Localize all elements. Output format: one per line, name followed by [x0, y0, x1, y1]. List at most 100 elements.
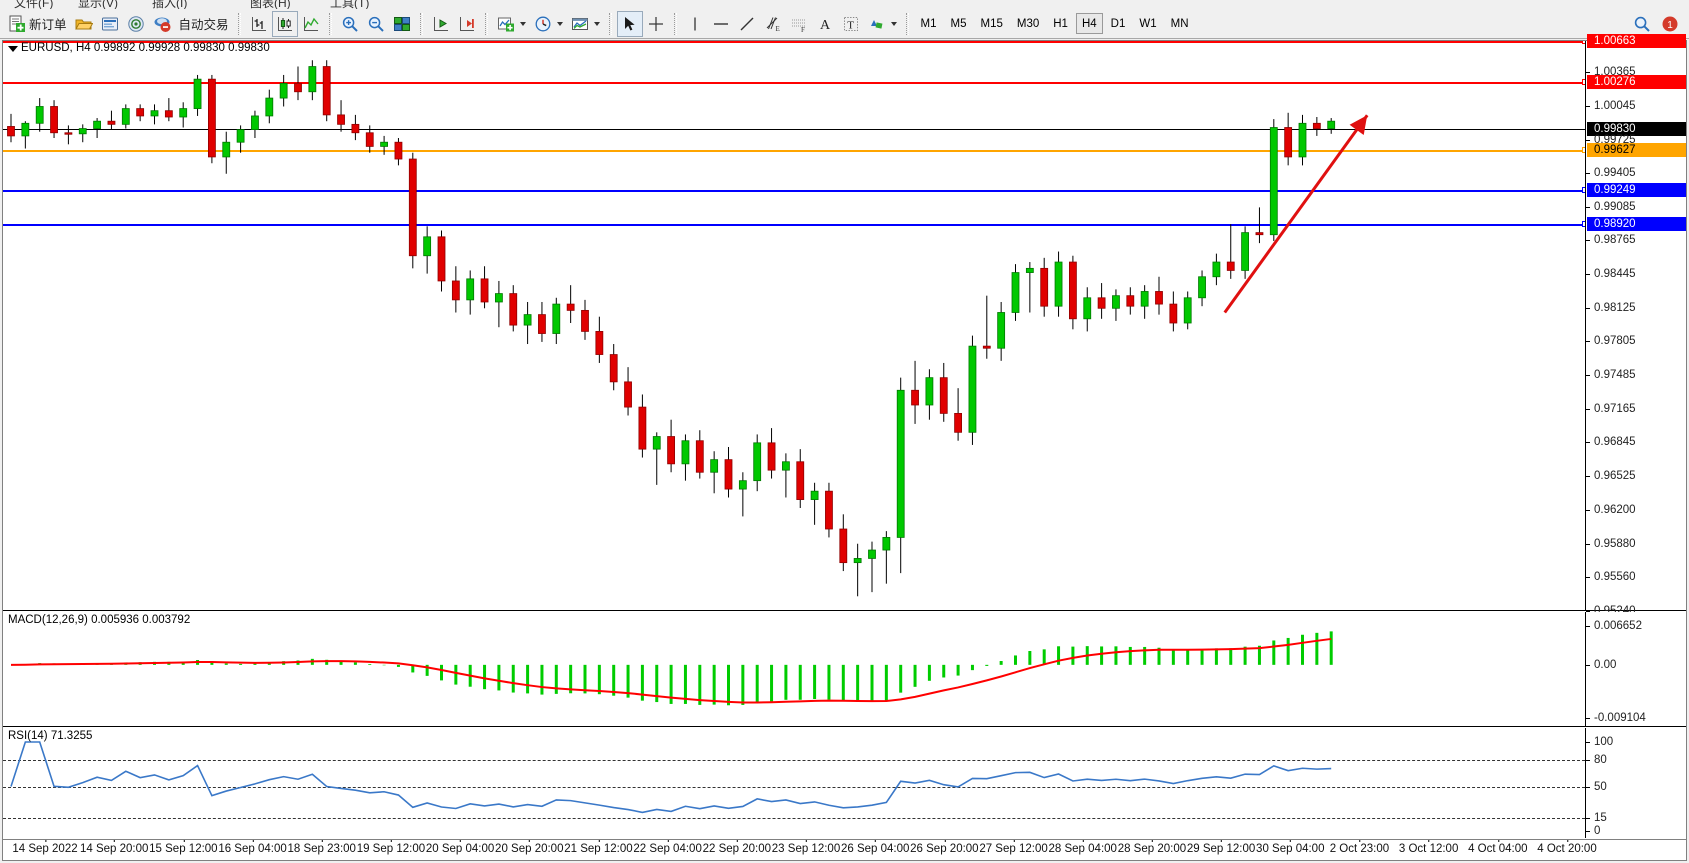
timeframe-button-h1[interactable]: H1	[1053, 17, 1068, 30]
price-level-line-support[interactable]	[3, 224, 1585, 227]
crosshair-button[interactable]	[643, 11, 669, 37]
price-level-handle[interactable]	[1582, 221, 1585, 228]
price-level-label-last-price[interactable]: 0.99830	[1587, 121, 1686, 136]
bar-chart-icon	[250, 15, 268, 33]
rsi-pane[interactable]: RSI(14) 71.3255 100 80 50 15 0	[3, 728, 1686, 838]
chart-window[interactable]: EURUSD, H4 0.99892 0.99928 0.99830 0.998…	[2, 34, 1687, 840]
main-toolbar[interactable]: 新订单	[0, 9, 1689, 39]
macd-signal-line	[10, 637, 1332, 704]
data-folder-button[interactable]	[71, 11, 97, 37]
templates-chevron-down-icon[interactable]	[593, 21, 600, 26]
menu-item-tools[interactable]: 工具(T)	[330, 0, 370, 9]
chart-collapse-icon[interactable]	[8, 46, 18, 52]
fibonacci-button[interactable]: E	[760, 11, 786, 37]
menu-item-view[interactable]: 显示(V)	[78, 0, 118, 9]
timeframe-button-m1[interactable]: M1	[920, 17, 937, 30]
shapes-chevron-down-icon[interactable]	[890, 21, 897, 26]
trendline-button[interactable]	[734, 11, 760, 37]
rsi-plot-area[interactable]	[3, 728, 1585, 838]
menu-item-charts[interactable]: 图表(H)	[250, 0, 291, 9]
text-label-button[interactable]: A	[812, 11, 838, 37]
price-level-label-support[interactable]: 0.98920	[1587, 217, 1686, 232]
indicators-button[interactable]	[493, 11, 530, 37]
price-scale[interactable]: 1.00663 1.00365 1.00276 1.00045 0.99830 0.997…	[1585, 34, 1686, 617]
shift-end-button[interactable]	[428, 11, 454, 37]
timeframe-button-d1[interactable]: D1	[1110, 17, 1126, 30]
price-level-handle[interactable]	[1582, 146, 1585, 153]
auto-scroll-button[interactable]	[454, 11, 480, 37]
periods-button[interactable]	[530, 11, 567, 37]
shapes-button[interactable]	[864, 11, 901, 37]
price-tick-label: 0.95560	[1586, 571, 1686, 583]
crosshair-icon	[647, 15, 665, 33]
macd-pane[interactable]: MACD(12,26,9) 0.005936 0.003792 0.006652…	[3, 612, 1686, 727]
periods-icon	[534, 15, 552, 33]
price-plot-area[interactable]	[3, 41, 1585, 610]
time-tick-label: 23 Sep 12:00	[771, 840, 841, 855]
price-level-label-resistance[interactable]: 1.00276	[1587, 74, 1686, 89]
line-chart-button[interactable]	[298, 11, 324, 37]
price-level-line-resistance[interactable]	[3, 81, 1585, 84]
time-tick-label: 4 Oct 20:00	[1537, 840, 1597, 855]
bar-chart-button[interactable]	[246, 11, 272, 37]
price-tick-label: 0.99085	[1586, 201, 1686, 213]
timeframe-group[interactable]: M1 M5 M15 M30 H1 H4 D1 W1 MN	[914, 13, 1196, 34]
timeframe-button-w1[interactable]: W1	[1139, 17, 1157, 30]
time-tick-label: 22 Sep 04:00	[633, 840, 702, 855]
cursor-button[interactable]	[616, 10, 643, 37]
price-level-label-resistance[interactable]: 1.00663	[1587, 34, 1686, 48]
timeframe-button-m15[interactable]: M15	[980, 17, 1003, 30]
timeframe-button-mn[interactable]: MN	[1170, 17, 1189, 30]
auto-trading-label: 自动交易	[178, 18, 229, 32]
candlestick-series	[7, 60, 1369, 597]
new-order-button[interactable]: 新订单	[4, 11, 71, 37]
shapes-icon	[868, 15, 886, 33]
timeframe-button-m5[interactable]: M5	[950, 17, 967, 30]
price-level-handle[interactable]	[1582, 41, 1585, 44]
candlestick-chart-button[interactable]	[271, 10, 298, 37]
price-level-label-pivot[interactable]: 0.99627	[1587, 142, 1686, 157]
trendline-icon	[738, 15, 756, 33]
alert-button[interactable]: 1	[1657, 11, 1683, 37]
price-level-line-support[interactable]	[3, 189, 1585, 192]
price-level-line-pivot[interactable]	[3, 149, 1585, 152]
menu-item-file[interactable]: 文件(F)	[14, 0, 54, 9]
price-level-line-resistance[interactable]	[3, 41, 1585, 43]
strategy-tester-button[interactable]	[149, 11, 175, 37]
auto-scroll-icon	[458, 15, 476, 33]
search-button[interactable]	[1629, 11, 1655, 37]
tile-windows-button[interactable]	[389, 11, 415, 37]
time-tick-label: 26 Sep 20:00	[910, 840, 979, 855]
macd-plot-area[interactable]	[3, 612, 1585, 726]
equidistant-channel-button[interactable]: F	[786, 11, 812, 37]
zoom-in-button[interactable]	[337, 11, 363, 37]
text-button[interactable]: T	[838, 11, 864, 37]
navigator-button[interactable]	[123, 11, 149, 37]
templates-button[interactable]	[567, 11, 604, 37]
time-tick-label: 19 Sep 12:00	[356, 840, 426, 855]
price-pane[interactable]: EURUSD, H4 0.99892 0.99928 0.99830 0.998…	[3, 34, 1686, 617]
alert-icon: 1	[1661, 15, 1679, 33]
price-level-label-support[interactable]: 0.99249	[1587, 182, 1686, 197]
terminal-button[interactable]	[97, 11, 123, 37]
zoom-out-button[interactable]	[363, 11, 389, 37]
price-level-handle[interactable]	[1582, 186, 1585, 193]
menu-item-insert[interactable]: 插入(I)	[152, 0, 188, 9]
fibonacci-icon: E	[764, 15, 782, 33]
price-tick-label: 0.96845	[1586, 436, 1686, 448]
auto-trading-button[interactable]: 自动交易	[175, 11, 233, 37]
indicators-chevron-down-icon[interactable]	[519, 21, 526, 26]
horizontal-line-button[interactable]	[708, 11, 734, 37]
timeframe-button-m30[interactable]: M30	[1016, 17, 1040, 30]
time-axis[interactable]: 14 Sep 2022 14 Sep 20:00 15 Sep 12:00 16 Se…	[2, 840, 1687, 861]
menu-bar[interactable]: 文件(F) 显示(V) 插入(I) 图表(H) 工具(T)	[0, 0, 1689, 9]
rsi-level-line-15	[3, 817, 1585, 819]
time-tick-label: 21 Sep 12:00	[564, 840, 633, 855]
timeframe-button-h4[interactable]: H4	[1075, 13, 1103, 34]
time-tick-label: 30 Sep 04:00	[1256, 840, 1325, 855]
price-level-line-last-price[interactable]	[3, 128, 1585, 130]
price-tick-label: 0.97805	[1586, 335, 1686, 347]
vertical-line-button[interactable]	[682, 11, 708, 37]
periods-chevron-down-icon[interactable]	[556, 21, 563, 26]
price-level-handle[interactable]	[1582, 78, 1585, 85]
